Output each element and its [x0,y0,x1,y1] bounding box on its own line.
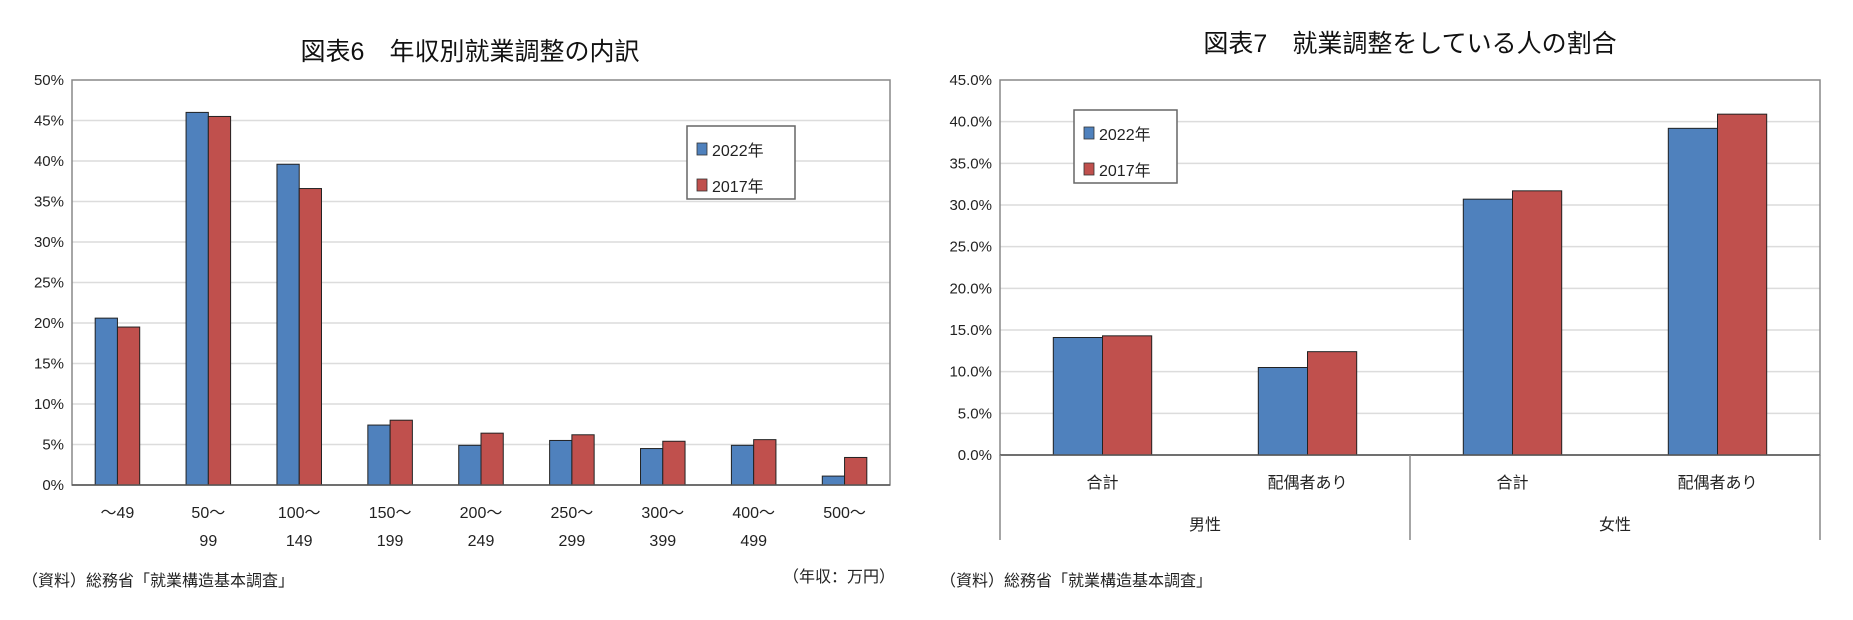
bar-2022年 [1462,198,1514,456]
bar-2022年 [1257,367,1309,456]
x-category-label: 合計 [1086,474,1118,492]
bar-2022年 [367,424,391,486]
x-category-label: 249 [468,533,495,550]
legend-label: 2022年 [1099,126,1151,144]
bar-2022年 [276,163,300,486]
bar-2022年 [821,475,846,486]
legend-swatch [1083,126,1095,140]
y-tick-label: 5% [42,437,64,454]
bar-2022年 [1052,337,1104,456]
y-tick-label: 15% [34,356,64,373]
bar-2017年 [480,432,504,486]
chart6-source-note: （資料）総務省「就業構造基本調査」 [22,572,294,590]
x-category-label: 499 [740,533,767,550]
y-tick-label: 15.0% [949,322,992,339]
y-tick-label: 5.0% [958,405,992,422]
y-tick-label: 50% [34,72,64,89]
bar-2017年 [662,440,686,486]
x-category-label: 配偶者あり [1267,474,1347,492]
bar-2022年 [549,439,573,486]
chart6-title: 図表6 年収別就業調整の内訳 [301,38,640,66]
y-tick-label: 35.0% [949,155,992,172]
y-tick-label: 45.0% [949,72,992,89]
bar-2017年 [116,326,141,486]
y-tick-label: 0.0% [958,447,992,464]
legend-swatch [1083,162,1095,176]
bar-2022年 [185,111,209,486]
y-tick-label: 25.0% [949,239,992,256]
y-tick-label: 45% [34,113,64,130]
y-tick-label: 30% [34,234,64,251]
y-tick-label: 40.0% [949,114,992,131]
x-category-label: 100～ [278,505,321,522]
bar-2022年 [458,444,482,486]
legend-swatch [696,142,708,156]
bar-2017年 [389,419,413,486]
bar-2017年 [1512,190,1563,456]
bar-2017年 [571,434,595,486]
x-category-label: 199 [377,533,404,550]
y-tick-label: 40% [34,153,64,170]
bar-2017年 [1717,113,1768,456]
bar-2017年 [753,439,777,486]
bar-2022年 [640,448,664,486]
y-tick-label: 30.0% [949,197,992,214]
bar-2022年 [1667,127,1719,456]
bar-2017年 [207,115,232,486]
y-tick-label: 35% [34,194,64,211]
x-category-label: 配偶者あり [1677,474,1757,492]
bar-2017年 [1102,335,1153,456]
chart7-title: 図表7 就業調整をしている人の割合 [1203,30,1616,58]
legend-label: 2022年 [712,142,764,160]
x-group-label: 女性 [1599,515,1631,534]
y-tick-label: 10% [34,396,64,413]
x-category-label: 399 [649,533,676,550]
x-category-label: 合計 [1496,474,1528,492]
chart6-plot: 0% 5% 10% 15% 20% 25% 30% 35% 40% 45% 50% ～49 50～ 99 1… [34,72,891,550]
x-category-label: 149 [286,533,313,550]
chart7-source-note: （資料）総務省「就業構造基本調査」 [940,572,1212,590]
y-tick-label: 20% [34,315,64,332]
x-category-label: 300～ [641,505,684,522]
bar-2022年 [94,317,118,486]
chart7-plot: 0.0% 5.0% 10.0% 15.0% 20.0% 25.0% 30.0% 35.0% 40… [949,72,1821,540]
y-tick-label: 10.0% [949,364,992,381]
y-tick-label: 20.0% [949,280,992,297]
x-group-label: 男性 [1189,516,1221,534]
x-category-label: 99 [199,533,217,550]
x-category-label: 299 [559,533,586,550]
chart6-unit-note: （年収：万円） [783,568,895,586]
bar-2017年 [844,456,868,486]
y-tick-label: 25% [34,275,64,292]
x-category-label: 150～ [369,505,412,522]
x-category-label: ～49 [101,505,135,522]
legend: 2022年 2017年 [686,125,796,200]
bar-2017年 [1307,351,1358,456]
y-tick-label: 0% [42,477,64,494]
legend-label: 2017年 [712,178,764,196]
x-category-label: 400～ [732,505,775,522]
x-category-label: 500～ [823,505,866,522]
legend-swatch [696,178,708,192]
legend-label: 2017年 [1099,162,1151,180]
bar-2022年 [730,444,755,486]
x-category-label: 50～ [191,505,225,522]
x-category-label: 250～ [551,505,594,522]
legend: 2022年 2017年 [1073,109,1178,184]
bar-2017年 [298,188,322,486]
x-category-label: 200～ [460,505,503,522]
